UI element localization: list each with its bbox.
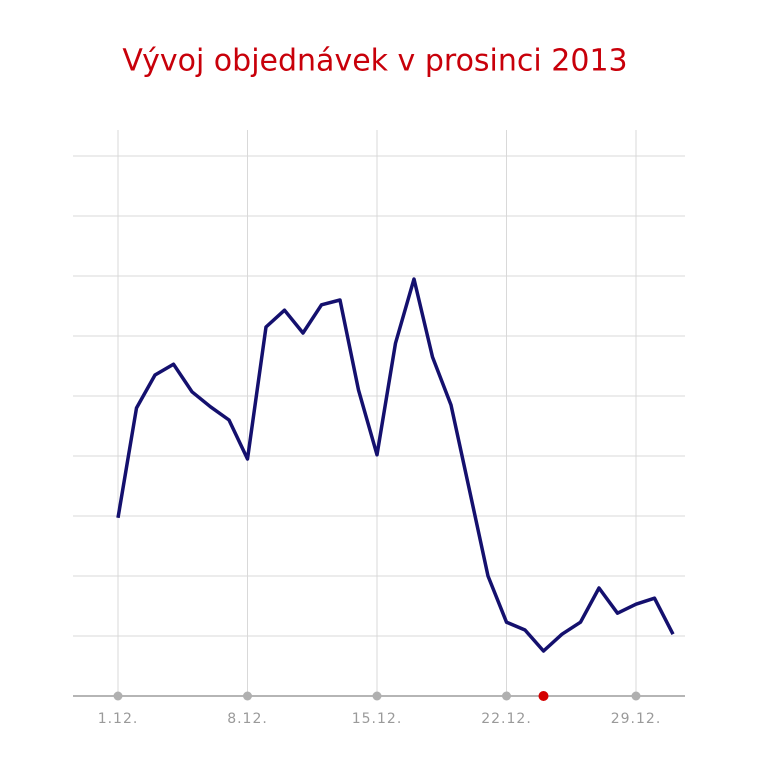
x-tick-label: 29.12. <box>611 711 662 727</box>
highlight-dot <box>538 691 549 701</box>
line-series <box>116 277 675 653</box>
x-tick-label: 15.12. <box>352 711 403 727</box>
x-tick-dot <box>502 691 511 701</box>
x-tick-dot <box>243 691 252 701</box>
x-tick-label: 8.12. <box>227 711 268 727</box>
x-tick-dot <box>372 691 382 701</box>
chart-title: Vývoj objednávek v prosinci 2013 <box>122 44 627 79</box>
x-tick-dot <box>631 691 641 701</box>
x-tick-label: 22.12. <box>481 711 532 727</box>
x-tick-dot <box>113 691 123 701</box>
x-tick-label: 1.12. <box>98 711 139 727</box>
